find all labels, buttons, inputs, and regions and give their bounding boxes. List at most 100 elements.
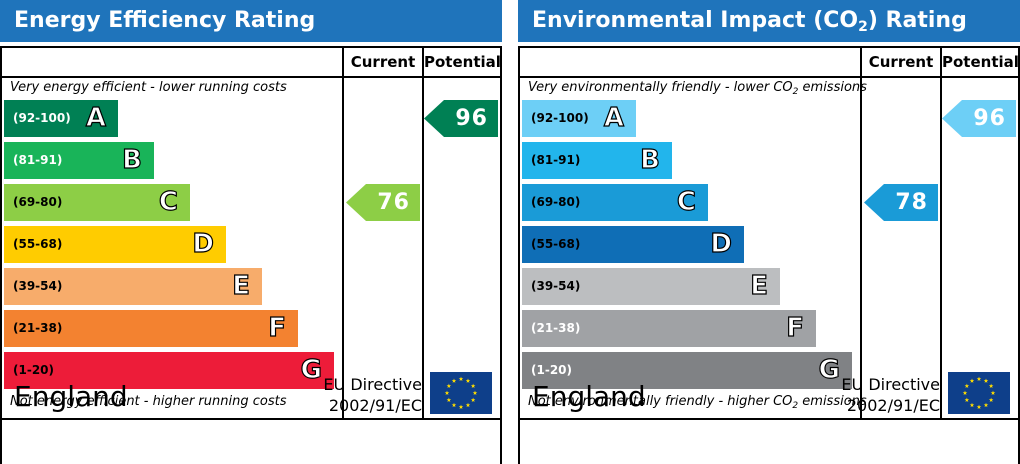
rating-table: Current Potential Very energy efficient … — [0, 46, 502, 464]
current-rating-value: 78 — [895, 190, 928, 215]
energy-efficiency-panel: Energy Efficiency Rating Current Potenti… — [0, 0, 502, 464]
bottom-note: Not energy efficient - higher running co… — [10, 394, 287, 409]
title-subscript: 2 — [858, 19, 868, 35]
band-a: (92-100) A — [522, 100, 636, 137]
eu-star — [470, 397, 476, 402]
top-note: Very environmentally friendly - lower CO… — [528, 80, 867, 97]
band-e: (39-54) E — [522, 268, 780, 305]
directive-line-2: 2002/91/EC — [328, 396, 422, 415]
band-g: (1-20) G — [522, 352, 852, 389]
eu-star — [990, 390, 996, 395]
potential-rating-arrow: 96 — [942, 100, 1016, 137]
eu-star — [969, 378, 975, 383]
band-b: (81-91) B — [522, 142, 672, 179]
eu-star — [472, 390, 478, 395]
note-subscript: 2 — [792, 401, 799, 411]
eu-star — [446, 383, 452, 388]
eu-star — [962, 390, 968, 395]
header-divider — [520, 76, 1018, 78]
title-part-1: Environmental Impact (CO — [532, 8, 859, 33]
note-subscript: 2 — [792, 87, 799, 97]
directive-line-1: EU Directive — [323, 375, 422, 394]
band-letter: G — [818, 354, 841, 385]
bottom-note: Not environmentally friendly - higher CO… — [528, 394, 867, 411]
column-divider — [342, 48, 344, 420]
current-arrow-shape — [864, 184, 938, 221]
current-column-header: Current — [868, 53, 934, 71]
eu-star — [470, 383, 476, 388]
note-part-1: Very environmentally friendly - lower CO — [528, 80, 793, 95]
current-rating-value: 76 — [377, 190, 410, 215]
eu-star — [983, 402, 989, 408]
environmental-impact-title: Environmental Impact (CO2) Rating — [518, 0, 1020, 42]
eu-star — [446, 397, 452, 402]
band-letter: D — [192, 228, 215, 259]
band-c: (69-80) C — [522, 184, 708, 221]
eu-star — [451, 378, 457, 383]
band-range-label: (55-68) — [531, 237, 581, 251]
band-e: (39-54) E — [4, 268, 262, 305]
band-f: (21-38) F — [4, 310, 298, 347]
potential-rating-value: 96 — [973, 106, 1006, 131]
band-range-label: (21-38) — [13, 321, 63, 335]
potential-column-header: Potential — [942, 53, 1019, 71]
band-range-label: (92-100) — [531, 111, 589, 125]
eu-star — [451, 402, 457, 408]
eu-directive-label: EU Directive 2002/91/EC — [310, 374, 422, 416]
eu-flag-icon — [430, 372, 492, 414]
column-divider — [940, 48, 942, 420]
band-letter: C — [158, 186, 178, 217]
potential-rating-arrow: 96 — [424, 100, 498, 137]
eu-star — [964, 383, 970, 388]
band-f: (21-38) F — [522, 310, 816, 347]
current-rating-arrow: 78 — [864, 184, 938, 221]
band-c: (69-80) C — [4, 184, 190, 221]
eu-star — [458, 376, 464, 381]
band-range-label: (1-20) — [13, 363, 54, 377]
band-range-label: (69-80) — [13, 195, 63, 209]
band-range-label: (55-68) — [13, 237, 63, 251]
note-part-3: emissions — [798, 394, 867, 409]
band-range-label: (1-20) — [531, 363, 572, 377]
potential-column-header: Potential — [424, 53, 501, 71]
band-letter: G — [300, 354, 323, 385]
eu-star — [988, 383, 994, 388]
energy-efficiency-title: Energy Efficiency Rating — [0, 0, 502, 42]
potential-arrow-shape — [424, 100, 498, 137]
eu-directive-label: EU Directive 2002/91/EC — [828, 374, 940, 416]
environmental-impact-panel: Environmental Impact (CO2) Rating Curren… — [518, 0, 1020, 464]
band-range-label: (21-38) — [531, 321, 581, 335]
rating-table: Current Potential Very environmentally f… — [518, 46, 1020, 464]
band-letter: F — [786, 312, 805, 343]
band-range-label: (92-100) — [13, 111, 71, 125]
current-arrow-shape — [346, 184, 420, 221]
country-label: England — [14, 380, 128, 413]
eu-star — [976, 404, 982, 409]
top-note: Very energy efficient - lower running co… — [10, 80, 287, 95]
potential-arrow-shape — [942, 100, 1016, 137]
band-letter: A — [603, 102, 624, 133]
directive-line-2: 2002/91/EC — [846, 396, 940, 415]
header-divider — [2, 76, 500, 78]
note-part-3: emissions — [798, 80, 867, 95]
band-letter: B — [122, 144, 143, 175]
band-d: (55-68) D — [4, 226, 226, 263]
band-range-label: (39-54) — [531, 279, 581, 293]
band-b: (81-91) B — [4, 142, 154, 179]
band-letter: C — [676, 186, 696, 217]
band-range-label: (69-80) — [531, 195, 581, 209]
band-letter: A — [85, 102, 106, 133]
eu-star — [444, 390, 450, 395]
current-rating-arrow: 76 — [346, 184, 420, 221]
footer-divider — [520, 418, 1018, 420]
eu-star — [964, 397, 970, 402]
eu-flag-icon — [948, 372, 1010, 414]
band-letter: E — [750, 270, 769, 301]
band-letter: E — [232, 270, 251, 301]
column-divider — [422, 48, 424, 420]
band-range-label: (81-91) — [531, 153, 581, 167]
potential-rating-value: 96 — [455, 106, 488, 131]
band-letter: B — [640, 144, 661, 175]
eu-star — [465, 378, 471, 383]
eu-star — [983, 378, 989, 383]
